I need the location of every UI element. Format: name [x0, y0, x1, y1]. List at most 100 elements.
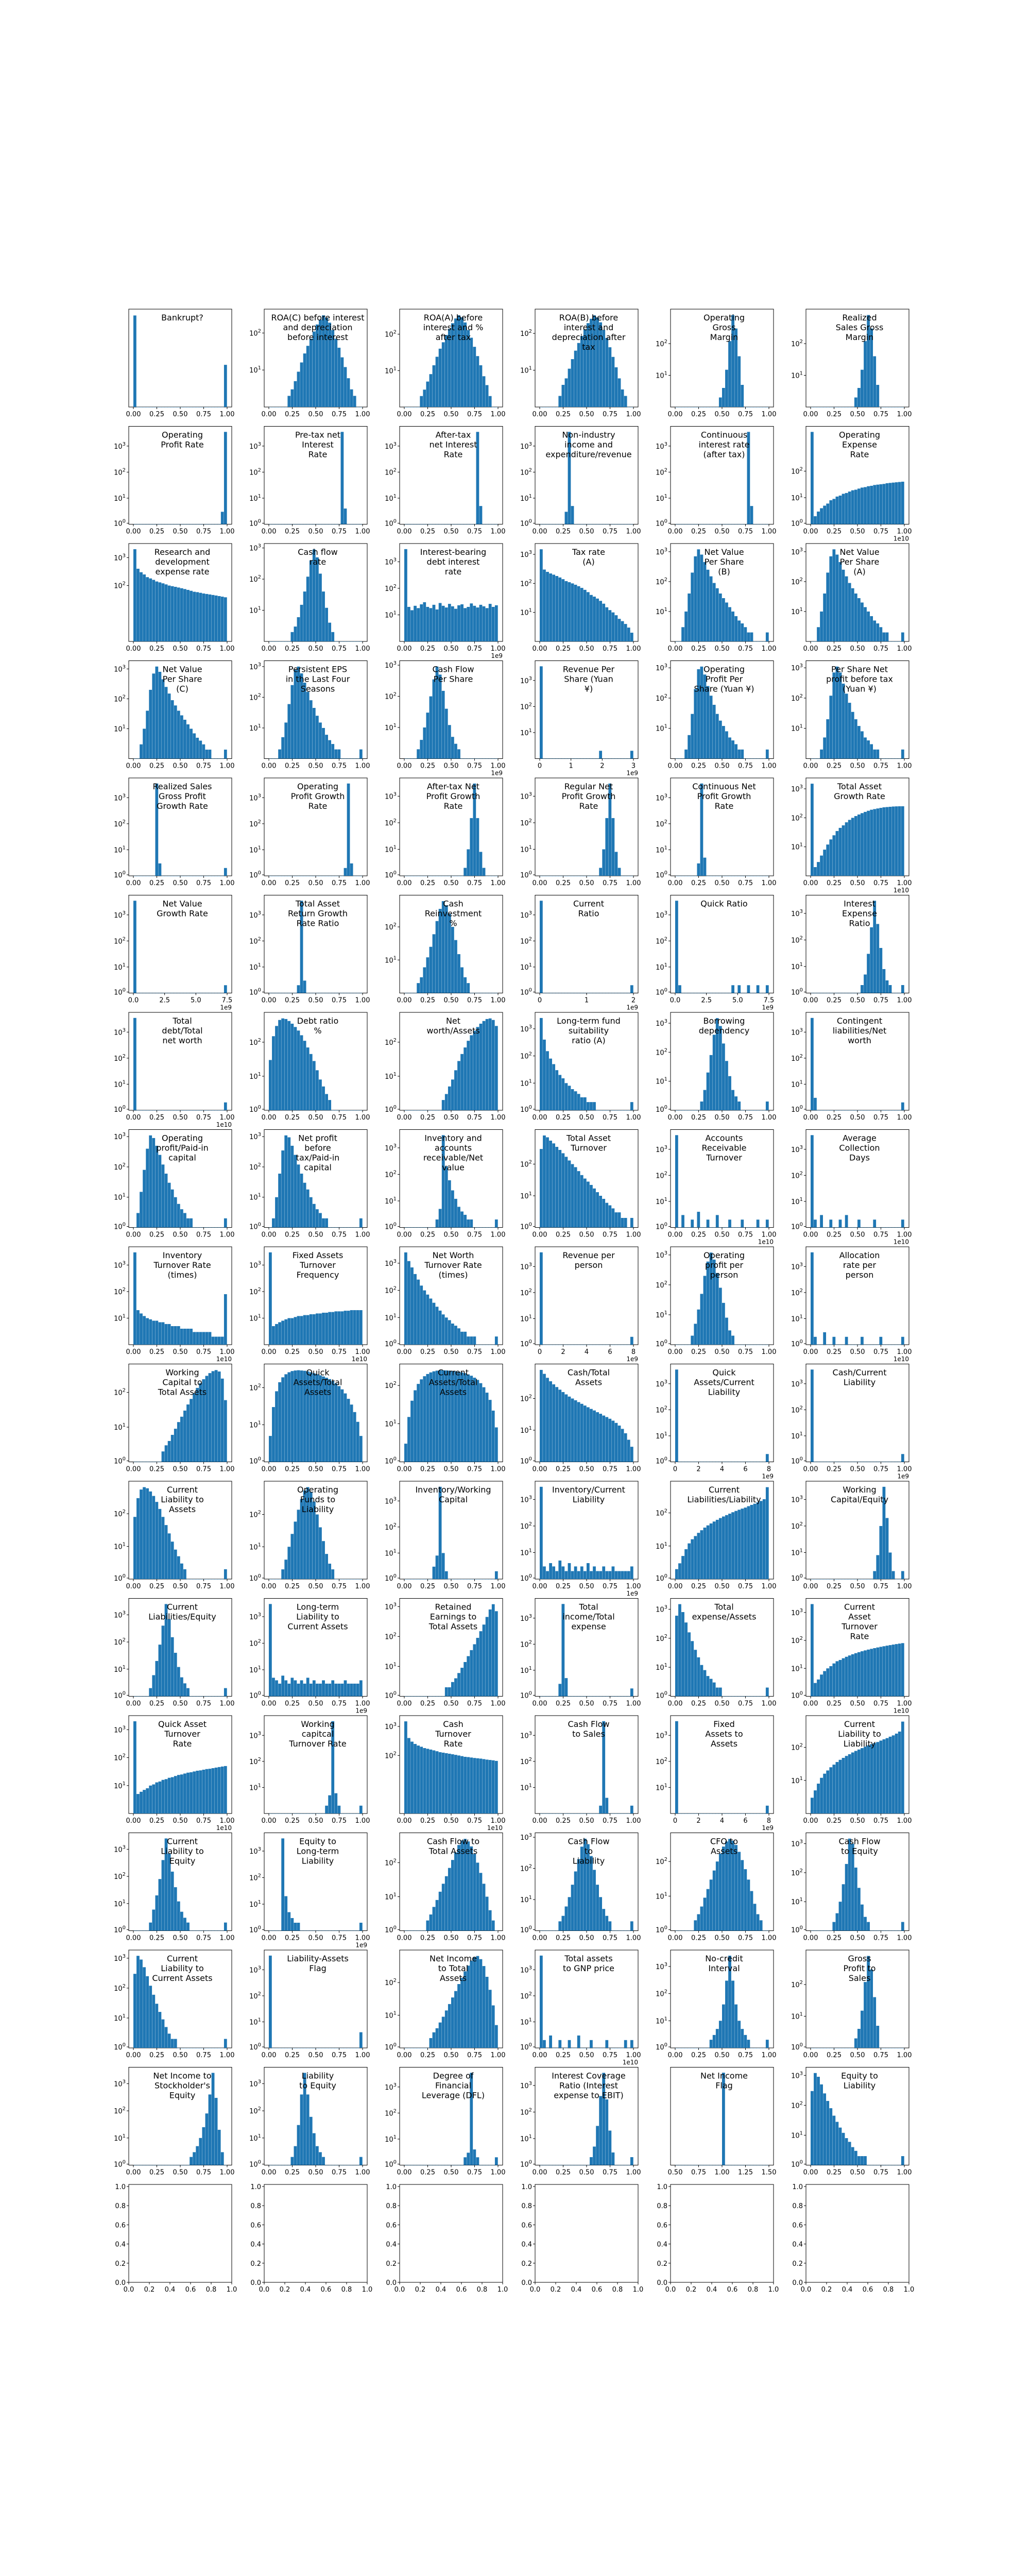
histogram-bar [756, 1110, 760, 1111]
histogram-bar [885, 407, 889, 408]
histogram-bar [158, 1322, 162, 1345]
histogram-bar [546, 1571, 549, 1579]
histogram-bar [196, 2146, 199, 2165]
xtick-label: 0.00 [126, 1817, 141, 1825]
ytick-label: 101 [520, 366, 532, 375]
histogram-bar [707, 993, 710, 994]
ytick-label: 102 [385, 1286, 397, 1295]
histogram-bar [753, 1503, 757, 1579]
histogram-bar [353, 396, 356, 407]
ytick-label: 103 [114, 1610, 126, 1619]
histogram-bar [438, 1752, 442, 1814]
histogram-bar [593, 1870, 596, 1931]
histogram-bar [861, 2010, 864, 2048]
histogram-bar [180, 1328, 183, 1345]
xtick-label: 0.4 [842, 2286, 853, 2294]
histogram-bar [470, 818, 473, 876]
histogram-bar [552, 1064, 556, 1110]
subplot-title: Realized Sales Gross Margin [836, 313, 884, 342]
histogram-bar [359, 407, 363, 408]
histogram-bar [359, 2157, 363, 2165]
histogram-bar [159, 524, 162, 525]
histogram-bar [596, 598, 599, 641]
histogram-bar [359, 1110, 363, 1111]
histogram-bar [823, 1332, 827, 1345]
ytick-label: 0.0 [386, 2279, 397, 2287]
histogram-bar [870, 1649, 873, 1697]
histogram-bar [217, 2129, 221, 2165]
histogram-bar [167, 1777, 171, 1814]
subplot-title: No-credit Interval [705, 1954, 743, 1973]
subplot-title: Retained Earnings to Total Assets [428, 1602, 478, 1632]
histogram-bar [618, 2165, 621, 2166]
xtick-label: 0.50 [173, 1348, 188, 1356]
histogram-bar [731, 2165, 734, 2166]
histogram-bar [334, 1110, 338, 1111]
histogram-bar [479, 1758, 483, 1814]
histogram-bar [407, 1738, 410, 1814]
histogram-bar [491, 1760, 495, 1814]
axis-offset-text: 1e9 [626, 1590, 638, 1597]
histogram-bar [436, 2165, 439, 2166]
histogram-bar [269, 2165, 272, 2166]
histogram-bar [901, 632, 904, 641]
histogram-bar [854, 1867, 857, 1931]
histogram-bar [691, 714, 694, 759]
histogram-bar [164, 1838, 168, 1931]
ytick-label: 102 [249, 936, 261, 945]
histogram-bar [495, 993, 498, 994]
histogram-bar [552, 407, 556, 408]
xtick-label: 0.50 [308, 411, 323, 418]
histogram-bar [718, 593, 722, 641]
xtick-label: 1.00 [355, 645, 370, 653]
histogram-bar [630, 985, 633, 993]
histogram-bar [716, 2165, 719, 2166]
histogram-bar [583, 329, 587, 407]
xtick-label: 1.00 [355, 1231, 370, 1239]
subplot-title: Operating Profit Rate [161, 430, 204, 450]
histogram-bar [741, 1219, 744, 1228]
subplot-title: Tax rate (A) [572, 547, 605, 567]
histogram-bar [583, 1178, 587, 1228]
histogram-bar [864, 2156, 867, 2165]
histogram-bar [580, 1403, 583, 1462]
ytick-label: 103 [249, 662, 261, 671]
histogram-bar [193, 407, 196, 408]
histogram-bar [684, 749, 688, 759]
histogram-bar [278, 1683, 281, 1697]
histogram-bar [133, 1252, 136, 1345]
xtick-label: 0.25 [827, 1700, 842, 1708]
histogram-bar [577, 993, 580, 994]
histogram-bar [700, 666, 703, 759]
histogram-bar [549, 573, 552, 641]
ytick-label: 101 [249, 1420, 261, 1429]
histogram-bar [747, 407, 750, 408]
histogram-bar [857, 488, 861, 524]
histogram-bar [593, 2146, 596, 2165]
subplot-title: Operating Funds to Liability [297, 1485, 338, 1514]
xtick-label: 0.4 [165, 2286, 176, 2294]
histogram-bar [712, 1521, 716, 1579]
histogram-bar [870, 1969, 873, 2048]
histogram-bar [488, 1910, 492, 1931]
axes-frame [399, 777, 503, 876]
axis-offset-text: 1e9 [355, 1942, 367, 1949]
axes-frame [264, 1715, 368, 1814]
histogram-bar [861, 731, 864, 759]
xtick-label: 0.00 [397, 997, 412, 1005]
histogram-bar [568, 368, 571, 407]
histogram-bar [208, 594, 212, 641]
histogram-bar [161, 1322, 165, 1345]
ytick-label: 102 [656, 1171, 667, 1180]
histogram-bar [174, 993, 177, 994]
histogram-bar [417, 407, 420, 408]
xtick-label: 0.6 [863, 2286, 873, 2294]
histogram-bar [731, 524, 734, 525]
histogram-bar [842, 825, 845, 876]
histogram-bar [898, 806, 901, 876]
